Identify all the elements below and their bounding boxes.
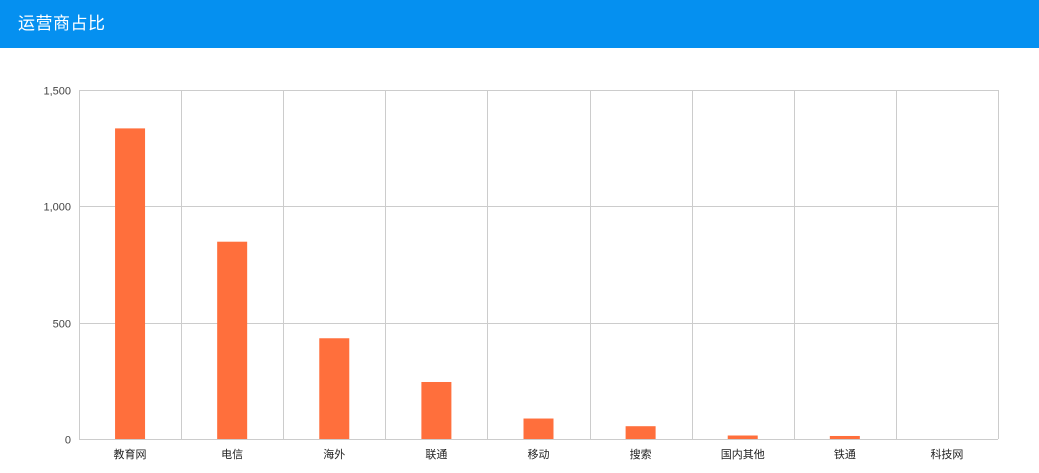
chart-container: 0 500 1,000 1,500 教育网 电信 海外 联通 移动 搜索 国内其他 铁通 科技网	[0, 48, 1039, 473]
x-tick-label: 电信	[221, 448, 243, 461]
page-title: 运营商占比	[18, 14, 106, 34]
x-tick-label: 铁通	[834, 448, 856, 461]
bar-7[interactable]	[829, 435, 860, 439]
x-tick-label: 搜索	[630, 447, 652, 461]
y-tick-label: 1,500	[43, 86, 71, 98]
x-tick-label: 科技网	[930, 447, 963, 461]
x-tick-label: 教育网	[114, 447, 147, 461]
y-tick-label: 1,000	[43, 202, 71, 214]
bar-6[interactable]	[727, 435, 758, 439]
x-tick-label: 海外	[323, 447, 345, 461]
x-tick-label: 联通	[425, 448, 447, 461]
bar-4[interactable]	[523, 418, 554, 439]
bar-3[interactable]	[421, 381, 452, 439]
bar-2[interactable]	[319, 338, 350, 439]
x-tick-label: 国内其他	[721, 447, 765, 461]
bar-5[interactable]	[625, 426, 656, 439]
y-tick-label: 500	[53, 319, 71, 331]
bar-1[interactable]	[217, 241, 248, 439]
bar-chart: 0 500 1,000 1,500 教育网 电信 海外 联通 移动 搜索 国内其他 铁通 科技网	[43, 86, 999, 461]
x-tick-label: 移动	[528, 448, 550, 461]
bar-0[interactable]	[115, 128, 146, 439]
y-tick-label: 0	[65, 435, 71, 447]
header-bar: 运营商占比	[0, 0, 1039, 48]
